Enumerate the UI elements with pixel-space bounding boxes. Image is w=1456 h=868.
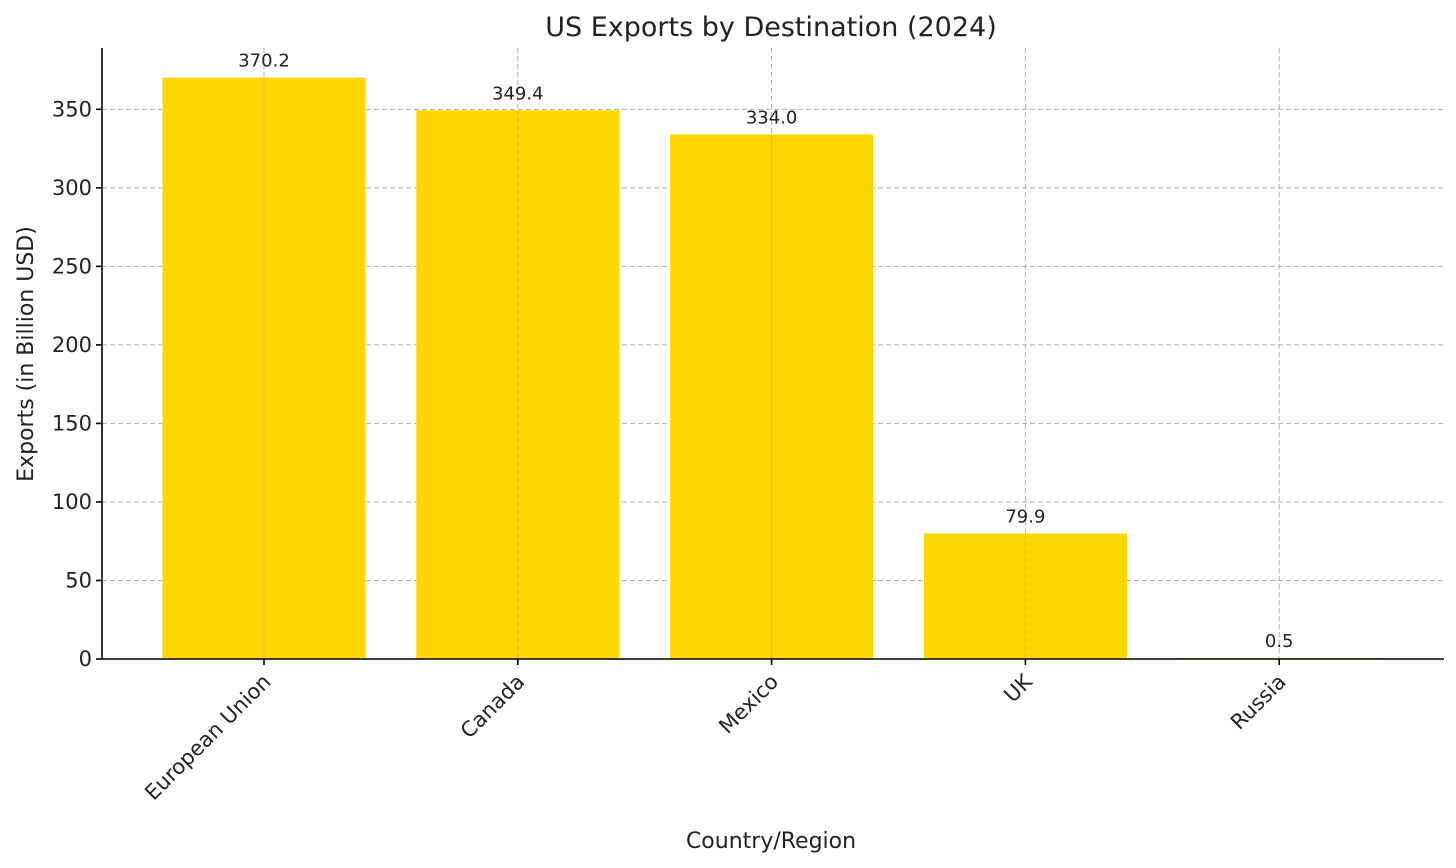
y-ticks: 0 50 100 150 200 250 300 350	[52, 97, 102, 671]
bar-value-label: 370.2	[238, 51, 290, 72]
x-tick-label: Mexico	[714, 670, 783, 739]
y-tick-label: 150	[52, 411, 92, 435]
x-tick-label: UK	[999, 669, 1037, 707]
bar-value-label: 349.4	[492, 83, 544, 104]
data-labels: 370.2 349.4 334.0 79.9 0.5	[238, 51, 1294, 659]
bar-value-label: 334.0	[746, 107, 798, 128]
y-tick-label: 0	[79, 647, 92, 671]
y-tick-label: 50	[65, 568, 92, 592]
bar-value-label: 0.5	[1265, 631, 1294, 652]
chart-title: US Exports by Destination (2024)	[545, 12, 997, 43]
y-tick-label: 100	[52, 490, 92, 514]
x-tick-label: European Union	[140, 670, 275, 805]
x-axis-label: Country/Region	[686, 829, 856, 854]
y-axis-label: Exports (in Billion USD)	[14, 226, 39, 482]
x-tick-label: Canada	[456, 670, 529, 743]
bar-value-label: 79.9	[1005, 507, 1045, 528]
bar	[670, 134, 874, 659]
y-tick-label: 250	[52, 254, 92, 278]
y-tick-label: 350	[52, 97, 92, 121]
y-tick-label: 300	[52, 176, 92, 200]
y-tick-label: 200	[52, 333, 92, 357]
axes	[101, 48, 1444, 660]
x-ticks: European Union Canada Mexico UK Russia	[140, 659, 1291, 805]
x-tick-label: Russia	[1226, 670, 1291, 735]
